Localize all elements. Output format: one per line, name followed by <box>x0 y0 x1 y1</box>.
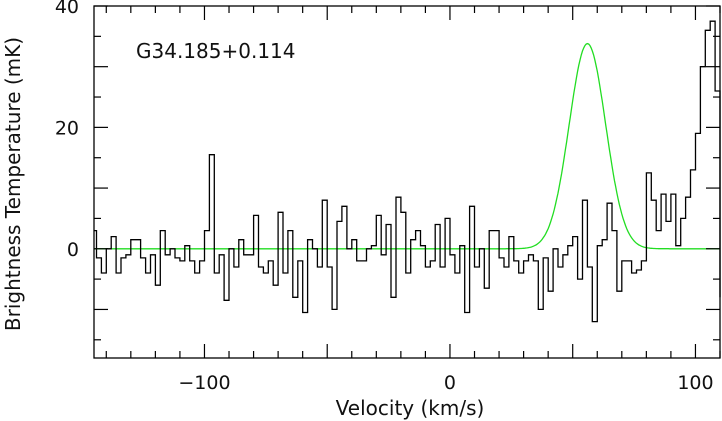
spectrum-step-line <box>94 20 721 323</box>
x-tick-label: 0 <box>444 372 456 394</box>
y-tick-label: 20 <box>55 117 79 139</box>
x-axis-title: Velocity (km/s) <box>336 396 485 420</box>
x-tick-label: −100 <box>178 372 230 394</box>
axis-ticks <box>94 5 721 358</box>
axis-tick-labels: −100 0 100 0 20 40 <box>55 0 714 394</box>
gaussian-fit-line <box>94 42 720 250</box>
plot-frame <box>93 5 721 359</box>
y-tick-label: 0 <box>67 239 79 261</box>
x-tick-label: 100 <box>677 372 713 394</box>
y-axis-title: Brightness Temperature (mK) <box>1 37 25 331</box>
source-name-annotation: G34.185+0.114 <box>136 39 296 63</box>
y-tick-label: 40 <box>55 0 79 18</box>
plot-area <box>93 5 721 359</box>
